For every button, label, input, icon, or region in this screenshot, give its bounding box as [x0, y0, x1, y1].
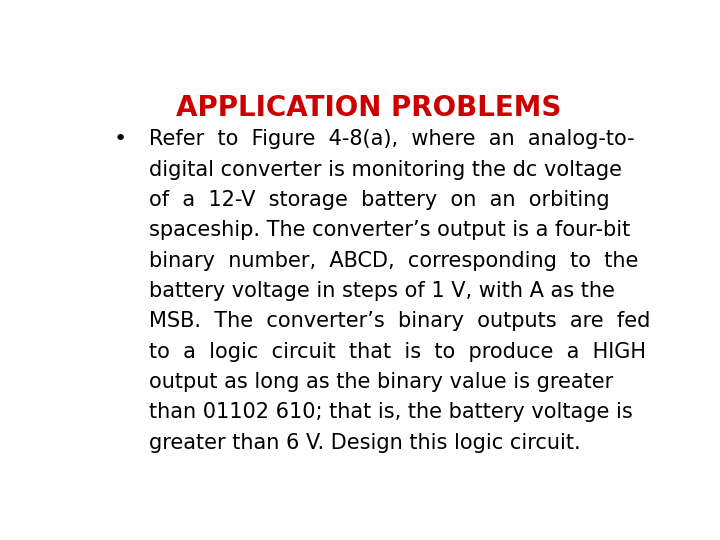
Text: binary  number,  ABCD,  corresponding  to  the: binary number, ABCD, corresponding to th… — [148, 251, 638, 271]
Text: output as long as the binary value is greater: output as long as the binary value is gr… — [148, 372, 613, 392]
Text: spaceship. The converter’s output is a four-bit: spaceship. The converter’s output is a f… — [148, 220, 630, 240]
Text: APPLICATION PROBLEMS: APPLICATION PROBLEMS — [176, 94, 562, 122]
Text: Refer  to  Figure  4-8(a),  where  an  analog-to-: Refer to Figure 4-8(a), where an analog-… — [148, 129, 634, 149]
Text: •: • — [114, 129, 127, 149]
Text: of  a  12-V  storage  battery  on  an  orbiting: of a 12-V storage battery on an orbiting — [148, 190, 609, 210]
Text: digital converter is monitoring the dc voltage: digital converter is monitoring the dc v… — [148, 160, 621, 180]
Text: battery voltage in steps of 1 V, with A as the: battery voltage in steps of 1 V, with A … — [148, 281, 614, 301]
Text: greater than 6 V. Design this logic circuit.: greater than 6 V. Design this logic circ… — [148, 433, 580, 453]
Text: MSB.  The  converter’s  binary  outputs  are  fed: MSB. The converter’s binary outputs are … — [148, 312, 650, 332]
Text: than 01102 610; that is, the battery voltage is: than 01102 610; that is, the battery vol… — [148, 402, 632, 422]
Text: to  a  logic  circuit  that  is  to  produce  a  HIGH: to a logic circuit that is to produce a … — [148, 342, 646, 362]
